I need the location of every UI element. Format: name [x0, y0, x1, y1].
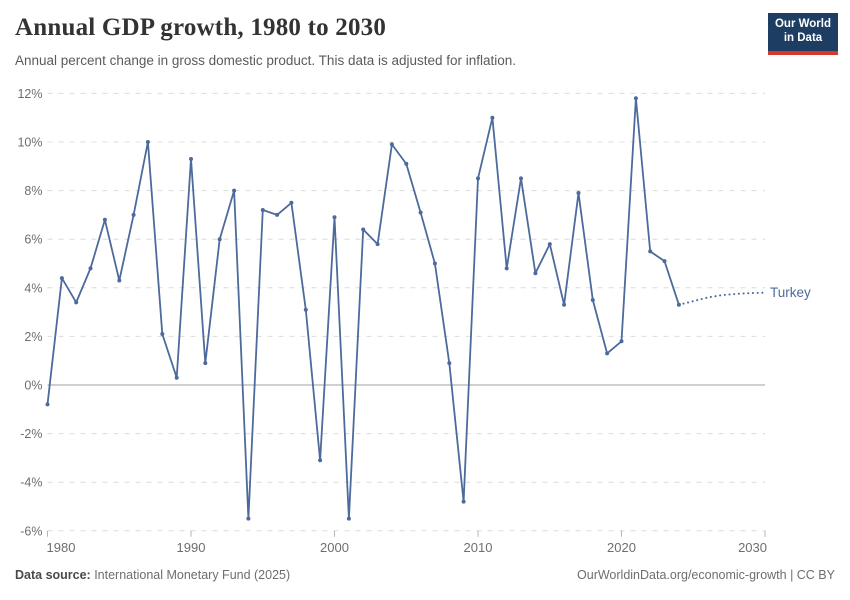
- svg-text:2020: 2020: [607, 540, 636, 555]
- svg-text:12%: 12%: [17, 87, 42, 101]
- chart-subtitle: Annual percent change in gross domestic …: [15, 53, 517, 68]
- gdp-line-chart[interactable]: -6% -4% -2% 0% 2% 4% 6% 8% 10% 12% 1980 1990 2000 201…: [0, 0, 850, 560]
- owid-logo-line2: in Data: [783, 31, 823, 44]
- svg-text:2000: 2000: [320, 540, 349, 555]
- data-source-text: Data source: International Monetary Fund…: [15, 568, 290, 582]
- svg-text:-6%: -6%: [20, 524, 42, 538]
- svg-text:0%: 0%: [24, 379, 42, 393]
- owid-logo-line1: Our World: [774, 18, 831, 30]
- svg-text:2%: 2%: [24, 330, 42, 344]
- owid-logo-red-bar: [768, 51, 838, 55]
- svg-text:1980: 1980: [47, 540, 76, 555]
- svg-text:4%: 4%: [24, 281, 42, 295]
- page-title: Annual GDP growth, 1980 to 2030: [15, 14, 387, 41]
- svg-text:2010: 2010: [464, 540, 493, 555]
- svg-text:8%: 8%: [24, 184, 42, 198]
- series-entity-label[interactable]: Turkey: [770, 285, 811, 300]
- data-source-label: Data source:: [15, 568, 91, 582]
- owid-license-link[interactable]: OurWorldinData.org/economic-growth | CC …: [577, 568, 835, 582]
- owid-logo-text: Our World in Data: [768, 13, 838, 51]
- svg-text:-4%: -4%: [20, 476, 42, 490]
- svg-text:-2%: -2%: [20, 427, 42, 441]
- owid-logo[interactable]: Our World in Data: [768, 13, 838, 55]
- data-source-value: International Monetary Fund (2025): [90, 568, 291, 582]
- chart-footer: Data source: International Monetary Fund…: [15, 568, 835, 582]
- svg-text:6%: 6%: [24, 233, 42, 247]
- svg-text:1990: 1990: [177, 540, 206, 555]
- svg-text:2030: 2030: [738, 540, 767, 555]
- svg-text:10%: 10%: [17, 136, 42, 150]
